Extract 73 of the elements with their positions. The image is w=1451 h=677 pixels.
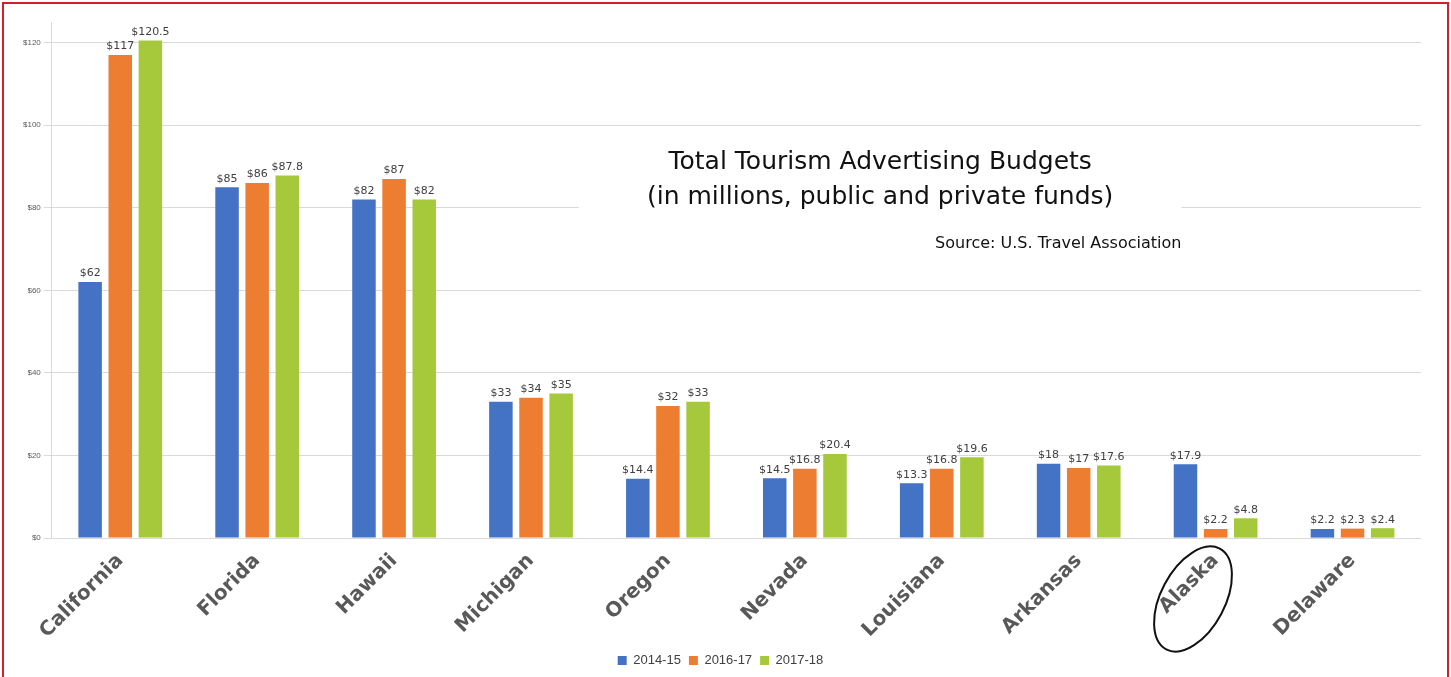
data-label: $82 bbox=[413, 183, 435, 197]
data-label: $14.4 bbox=[622, 463, 654, 477]
data-label: $85 bbox=[216, 171, 238, 185]
data-label: $32 bbox=[657, 390, 679, 404]
bar bbox=[78, 282, 102, 538]
data-label: $87.8 bbox=[271, 159, 304, 173]
legend-label: 2016-17 bbox=[704, 652, 753, 668]
data-label: $34 bbox=[520, 382, 542, 396]
data-label: $117 bbox=[106, 39, 135, 53]
bar bbox=[489, 401, 513, 538]
bar bbox=[1203, 529, 1228, 538]
bar bbox=[1036, 463, 1061, 538]
data-label: $2.2 bbox=[1310, 513, 1335, 527]
bar bbox=[960, 457, 984, 538]
data-label: $82 bbox=[353, 183, 375, 197]
bar bbox=[1370, 528, 1395, 538]
y-tick-label: $80 bbox=[27, 203, 42, 212]
bar bbox=[352, 199, 376, 538]
legend-label: 2017-18 bbox=[775, 652, 824, 668]
bar bbox=[899, 483, 924, 538]
bar bbox=[138, 40, 163, 538]
y-tick-label: $100 bbox=[23, 120, 42, 130]
data-label: $17.9 bbox=[1169, 448, 1202, 462]
data-label: $62 bbox=[79, 266, 101, 280]
legend-label: 2014-15 bbox=[633, 652, 681, 668]
bar bbox=[762, 478, 787, 538]
bar bbox=[626, 478, 650, 538]
bar bbox=[519, 397, 543, 538]
bar bbox=[686, 401, 710, 538]
text: (in millions, public and private funds) bbox=[647, 180, 1114, 210]
bar bbox=[1310, 529, 1335, 538]
data-label: $13.3 bbox=[895, 467, 928, 481]
bar bbox=[1340, 528, 1365, 538]
bar bbox=[245, 183, 269, 538]
data-label: $2.2 bbox=[1203, 513, 1228, 527]
bar bbox=[1173, 464, 1198, 538]
data-label: $33 bbox=[490, 386, 512, 400]
y-tick-label: $120 bbox=[23, 37, 42, 47]
y-tick-label: $40 bbox=[27, 368, 42, 378]
data-label: $17 bbox=[1068, 452, 1090, 466]
data-label: $120.5 bbox=[131, 24, 170, 38]
data-label: $17.6 bbox=[1093, 449, 1125, 463]
data-label: $33 bbox=[687, 386, 709, 400]
bar bbox=[1233, 518, 1258, 538]
y-tick-label: $20 bbox=[27, 450, 42, 460]
data-label: $20.4 bbox=[819, 438, 851, 452]
bar bbox=[823, 453, 847, 538]
bar bbox=[108, 55, 133, 538]
data-label: $87 bbox=[383, 163, 405, 177]
annotation: Source: U.S. Travel Association bbox=[935, 233, 1182, 253]
data-label: $16.8 bbox=[789, 453, 821, 467]
bar bbox=[275, 175, 300, 538]
data-label: $18 bbox=[1038, 448, 1060, 462]
data-label: $14.5 bbox=[758, 462, 791, 476]
y-tick-label: $60 bbox=[27, 285, 42, 295]
y-tick-label: $0 bbox=[31, 533, 42, 543]
bar bbox=[549, 393, 573, 538]
data-label: $35 bbox=[550, 377, 572, 391]
data-label: $19.6 bbox=[956, 441, 988, 455]
data-label: $16.8 bbox=[926, 453, 958, 467]
data-label: $4.8 bbox=[1233, 502, 1258, 516]
bar bbox=[382, 178, 406, 538]
bar bbox=[215, 187, 239, 538]
data-label: $86 bbox=[246, 167, 268, 181]
data-label: $2.4 bbox=[1370, 512, 1395, 526]
text: Total Tourism Advertising Budgets bbox=[667, 145, 1092, 175]
bar bbox=[793, 468, 817, 538]
data-label: $2.3 bbox=[1340, 512, 1365, 526]
bar bbox=[1097, 465, 1121, 538]
bar bbox=[656, 405, 680, 538]
bar bbox=[1066, 467, 1091, 538]
bar bbox=[930, 468, 954, 538]
bar bbox=[412, 199, 436, 538]
